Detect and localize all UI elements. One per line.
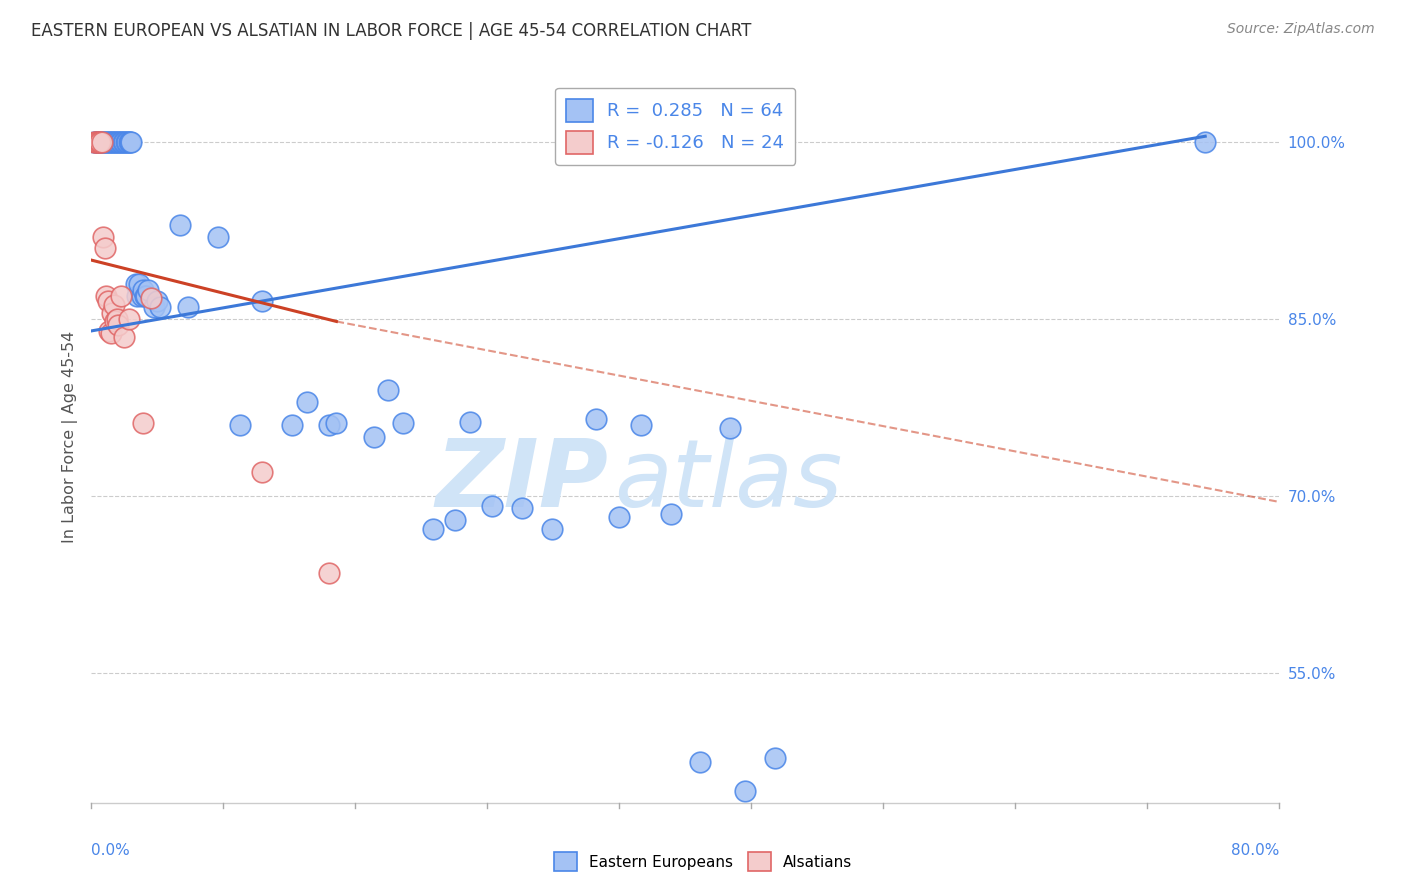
Point [91, 229, 114, 244]
Point [90, 135, 112, 149]
Point [718, 420, 741, 434]
Point [84, 135, 107, 149]
Point [114, 135, 136, 149]
Point [117, 135, 139, 149]
Point [135, 288, 157, 302]
Point [422, 522, 444, 536]
Point [131, 288, 153, 302]
Point [110, 288, 132, 302]
Point [125, 277, 148, 291]
Point [118, 135, 141, 149]
Point [87, 135, 110, 149]
Point [98, 135, 121, 149]
Point [89, 135, 111, 149]
Point [145, 294, 167, 309]
Point [377, 383, 399, 397]
Point [105, 312, 128, 326]
Point [107, 318, 129, 332]
Point [94, 241, 117, 255]
Text: atlas: atlas [614, 435, 842, 526]
Point [127, 288, 149, 302]
Text: Source: ZipAtlas.com: Source: ZipAtlas.com [1227, 22, 1375, 37]
Point [142, 301, 165, 315]
Legend: Eastern Europeans, Alsatians: Eastern Europeans, Alsatians [547, 847, 859, 877]
Point [134, 288, 156, 302]
Point [458, 415, 481, 429]
Point [115, 135, 138, 149]
Point [121, 135, 143, 149]
Point [97, 294, 120, 309]
Point [481, 499, 503, 513]
Point [207, 229, 229, 244]
Y-axis label: In Labor Force | Age 45-54: In Labor Force | Age 45-54 [62, 331, 77, 543]
Text: EASTERN EUROPEAN VS ALSATIAN IN LABOR FORCE | AGE 45-54 CORRELATION CHART: EASTERN EUROPEAN VS ALSATIAN IN LABOR FO… [31, 22, 751, 40]
Point [108, 135, 131, 149]
Point [318, 566, 340, 580]
Point [101, 306, 124, 320]
Point [98, 324, 121, 338]
Point [107, 135, 129, 149]
Point [607, 510, 630, 524]
Point [229, 418, 252, 433]
Point [295, 394, 318, 409]
Point [104, 135, 127, 149]
Point [169, 218, 191, 232]
Point [177, 301, 200, 315]
Point [585, 412, 607, 426]
Point [689, 755, 711, 769]
Point [86, 135, 108, 149]
Point [94, 135, 117, 149]
Point [105, 135, 128, 149]
Point [100, 326, 122, 341]
Point [510, 500, 533, 515]
Point [103, 135, 125, 149]
Point [149, 301, 172, 315]
Point [112, 135, 135, 149]
Point [86, 135, 108, 149]
Point [318, 418, 340, 433]
Point [540, 522, 562, 536]
Point [100, 135, 122, 149]
Point [117, 312, 139, 326]
Point [250, 466, 273, 480]
Point [97, 135, 120, 149]
Point [112, 330, 135, 344]
Point [325, 416, 347, 430]
Point [250, 294, 273, 309]
Point [90, 135, 112, 149]
Point [111, 135, 134, 149]
Point [392, 416, 415, 430]
Point [734, 784, 756, 798]
Point [101, 135, 124, 149]
Point [630, 418, 652, 433]
Point [132, 416, 155, 430]
Point [84, 135, 107, 149]
Point [659, 507, 682, 521]
Point [89, 135, 111, 149]
Point [136, 283, 159, 297]
Text: 80.0%: 80.0% [1232, 843, 1279, 858]
Point [128, 277, 150, 291]
Point [83, 135, 105, 149]
Point [104, 314, 127, 328]
Point [110, 135, 132, 149]
Point [763, 751, 786, 765]
Point [87, 135, 110, 149]
Legend: R =  0.285   N = 64, R = -0.126   N = 24: R = 0.285 N = 64, R = -0.126 N = 24 [555, 87, 796, 165]
Point [103, 298, 125, 312]
Point [96, 135, 118, 149]
Point [83, 135, 105, 149]
Point [96, 288, 118, 302]
Point [139, 291, 162, 305]
Text: ZIP: ZIP [436, 435, 609, 527]
Point [91, 135, 114, 149]
Point [444, 513, 467, 527]
Point [363, 430, 385, 444]
Point [132, 283, 155, 297]
Text: 0.0%: 0.0% [91, 843, 131, 858]
Point [281, 418, 304, 433]
Point [1194, 135, 1216, 149]
